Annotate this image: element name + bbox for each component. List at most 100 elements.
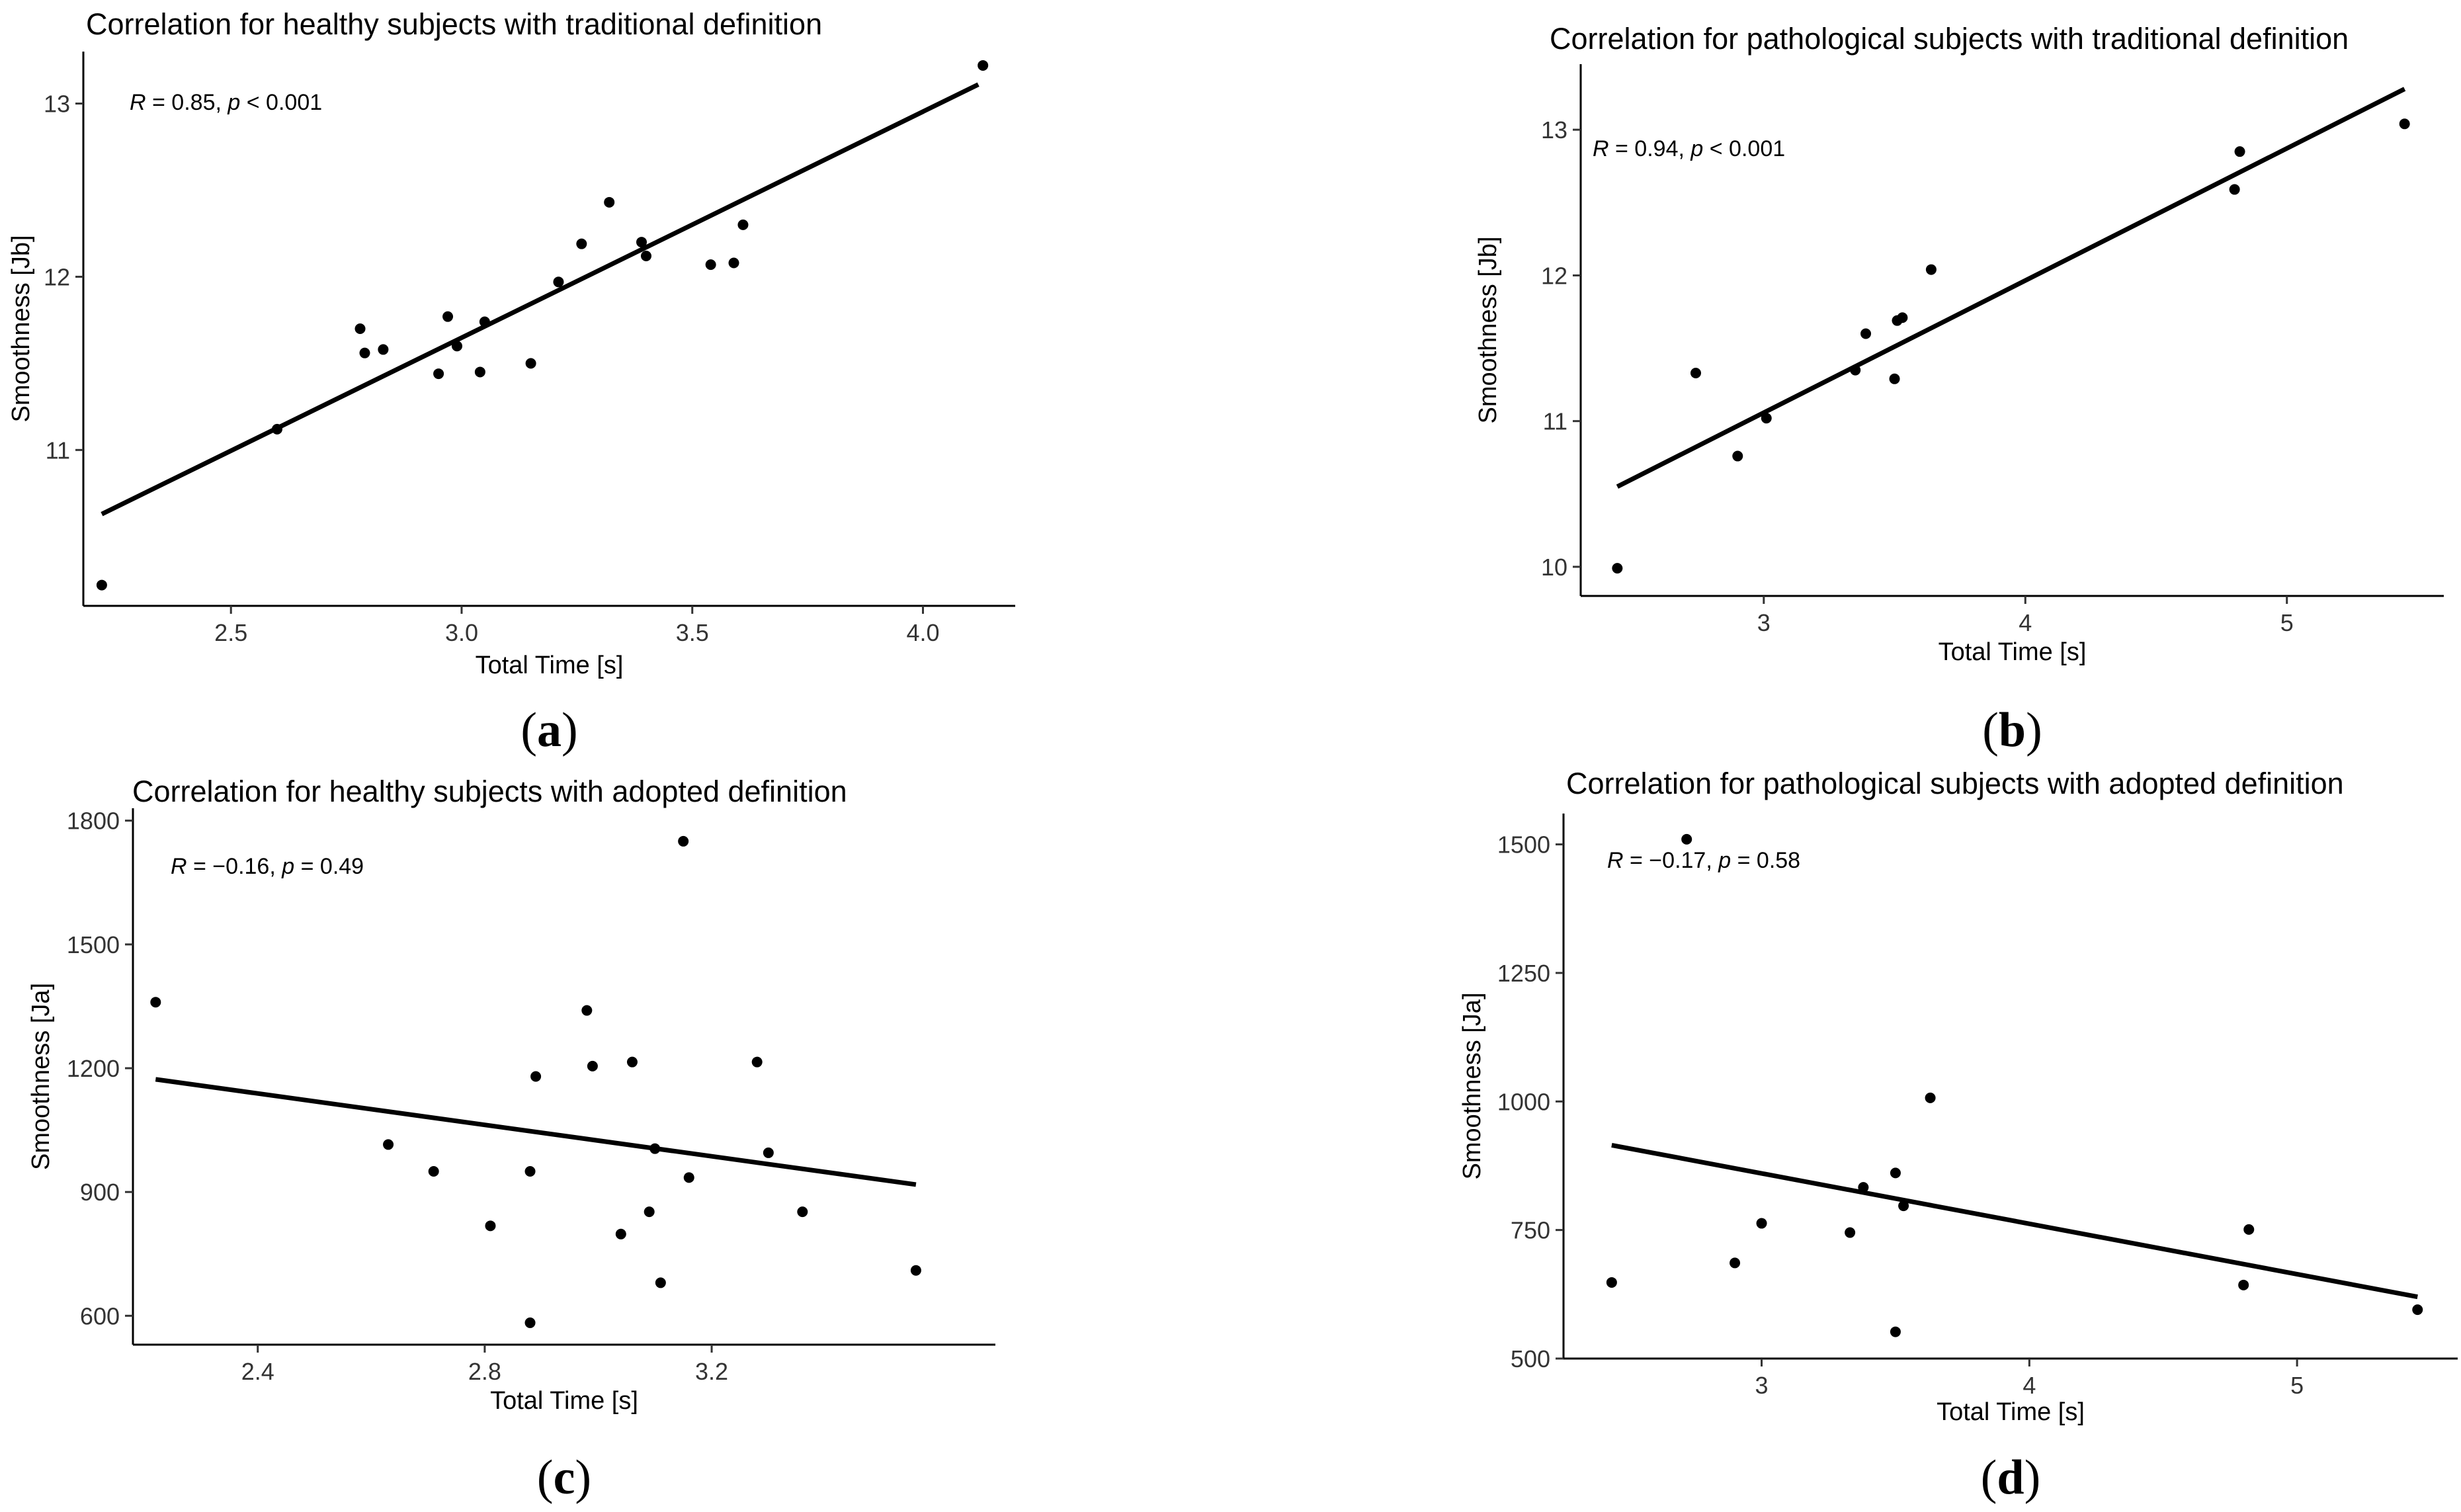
panel-d-data-point	[1858, 1182, 1869, 1193]
panel-c-caption: (c)	[537, 1450, 591, 1505]
panel-a-data-point	[271, 423, 282, 435]
panel-b-data-point	[1612, 563, 1623, 574]
panel-d-y-tick-label: 500	[1511, 1345, 1550, 1372]
panel-c-data-point	[678, 835, 689, 847]
panel-c-y-tick-label: 1500	[67, 931, 120, 958]
panel-c-data-point	[524, 1317, 536, 1328]
panel-a-data-point	[355, 323, 366, 334]
panel-d-data-point	[1606, 1277, 1617, 1288]
panel-d-y-tick-label: 750	[1511, 1217, 1550, 1244]
panel-c-data-point	[797, 1206, 808, 1218]
panel-b-data-point	[1761, 413, 1772, 424]
panel-c-data-point	[615, 1228, 626, 1239]
panel-a-data-point	[553, 276, 564, 288]
panel-a-data-point	[96, 579, 107, 591]
panel-b-y-tick-label: 10	[1541, 554, 1567, 581]
panel-c-y-tick-label: 600	[80, 1302, 120, 1329]
panel-d-data-point	[2412, 1304, 2423, 1316]
panel-d-data-point	[1681, 833, 1692, 845]
panel-b-data-point	[2234, 146, 2245, 157]
panel-d-title: Correlation for pathological subjects wi…	[1566, 767, 2344, 800]
panel-b-data-point	[1897, 312, 1908, 323]
panel-a-data-point	[737, 219, 749, 230]
panel-b-regression-line	[1616, 87, 2406, 489]
panel-b-y-tick-label: 13	[1541, 116, 1567, 144]
panel-b-data-point	[1889, 373, 1900, 384]
panel-d-y-tick-label: 1000	[1497, 1088, 1550, 1115]
panel-d-data-point	[1756, 1218, 1767, 1229]
panel-b-y-axis-title: Smoothness [Jb]	[1474, 236, 1502, 423]
panel-a-data-point	[433, 368, 444, 380]
panel-c: Correlation for healthy subjects with ad…	[27, 775, 995, 1505]
panel-b-data-point	[1860, 328, 1872, 339]
panel-b-stat-annotation: R = 0.94, p < 0.001	[1593, 136, 1785, 161]
panel-b-data-point	[1690, 367, 1701, 378]
panel-c-data-point	[530, 1071, 542, 1082]
panel-c-data-point	[910, 1265, 921, 1276]
panel-a-data-point	[359, 347, 370, 358]
panel-a-stat-annotation: R = 0.85, p < 0.001	[130, 90, 322, 115]
panel-d-y-tick-label: 1500	[1497, 831, 1550, 859]
panel-d-data-point	[1730, 1257, 1741, 1269]
panel-c-y-tick-label: 1200	[67, 1055, 120, 1082]
panel-d: Correlation for pathological subjects wi…	[1458, 767, 2458, 1505]
panel-a-data-point	[479, 316, 490, 327]
panel-b-x-tick-label: 5	[2280, 609, 2294, 636]
panel-c-data-point	[655, 1277, 666, 1288]
panel-c-data-point	[485, 1220, 496, 1232]
panel-c-x-tick-label: 2.4	[241, 1358, 274, 1385]
panel-a-data-point	[525, 358, 536, 369]
panel-b-x-axis-title: Total Time [s]	[1939, 638, 2087, 666]
panel-c-data-point	[644, 1206, 655, 1218]
panel-b-data-point	[1925, 264, 1937, 275]
panel-a-data-point	[640, 251, 651, 262]
panel-d-data-point	[2238, 1279, 2249, 1290]
panel-c-y-tick-label: 900	[80, 1179, 120, 1206]
panel-a-y-tick-label: 13	[44, 91, 70, 118]
panel-d-caption: (d)	[1981, 1450, 2040, 1505]
panel-a-x-tick-label: 3.5	[676, 619, 709, 646]
panel-b-data-point	[1850, 364, 1861, 376]
panel-a-x-tick-label: 3.0	[445, 619, 478, 646]
panel-b-x-tick-label: 4	[2019, 609, 2032, 636]
panel-c-data-point	[524, 1165, 536, 1177]
panel-a-x-tick-label: 4.0	[906, 619, 939, 646]
panel-d-stat-annotation: R = −0.17, p = 0.58	[1607, 848, 1800, 873]
panel-c-data-point	[626, 1056, 638, 1068]
panel-b-data-point	[1732, 450, 1743, 462]
panel-c-data-point	[751, 1056, 763, 1068]
panel-b-caption: (b)	[1982, 703, 2042, 757]
panel-b-data-point	[2229, 184, 2240, 195]
panel-c-data-point	[763, 1147, 774, 1158]
panel-c-data-point	[150, 997, 161, 1008]
panel-b: Correlation for pathological subjects wi…	[1474, 22, 2444, 757]
panel-a-title: Correlation for healthy subjects with tr…	[86, 7, 822, 41]
panel-a-data-point	[978, 60, 989, 71]
panel-a-data-point	[442, 311, 454, 322]
panel-a-data-point	[451, 341, 462, 352]
panel-b-title: Correlation for pathological subjects wi…	[1550, 22, 2349, 56]
panel-a-y-tick-label: 11	[46, 437, 70, 464]
panel-a-data-point	[728, 257, 739, 269]
panel-d-data-point	[2243, 1224, 2255, 1235]
panel-d-data-point	[1845, 1227, 1856, 1238]
panel-d-x-tick-label: 4	[2023, 1372, 2036, 1399]
panel-a-data-point	[604, 196, 615, 208]
panel-c-y-tick-label: 1800	[67, 808, 120, 835]
panel-c-regression-line	[155, 1077, 917, 1187]
panel-c-x-axis-title: Total Time [s]	[490, 1387, 638, 1415]
panel-a-data-point	[705, 259, 716, 271]
panel-a-x-axis-title: Total Time [s]	[476, 651, 624, 679]
panel-b-y-tick-label: 11	[1543, 408, 1567, 435]
panel-c-data-point	[649, 1143, 661, 1154]
panel-d-regression-line	[1611, 1142, 2418, 1300]
panel-d-x-tick-label: 3	[1755, 1372, 1769, 1399]
panel-c-data-point	[428, 1165, 439, 1177]
panel-c-data-point	[683, 1172, 694, 1183]
panel-a-x-tick-label: 2.5	[214, 619, 247, 646]
panel-d-y-axis-title: Smoothness [Ja]	[1458, 992, 1486, 1179]
panel-b-x-tick-label: 3	[1757, 609, 1771, 636]
panel-a: Correlation for healthy subjects with tr…	[7, 7, 1015, 757]
panel-c-x-tick-label: 2.8	[468, 1358, 501, 1385]
